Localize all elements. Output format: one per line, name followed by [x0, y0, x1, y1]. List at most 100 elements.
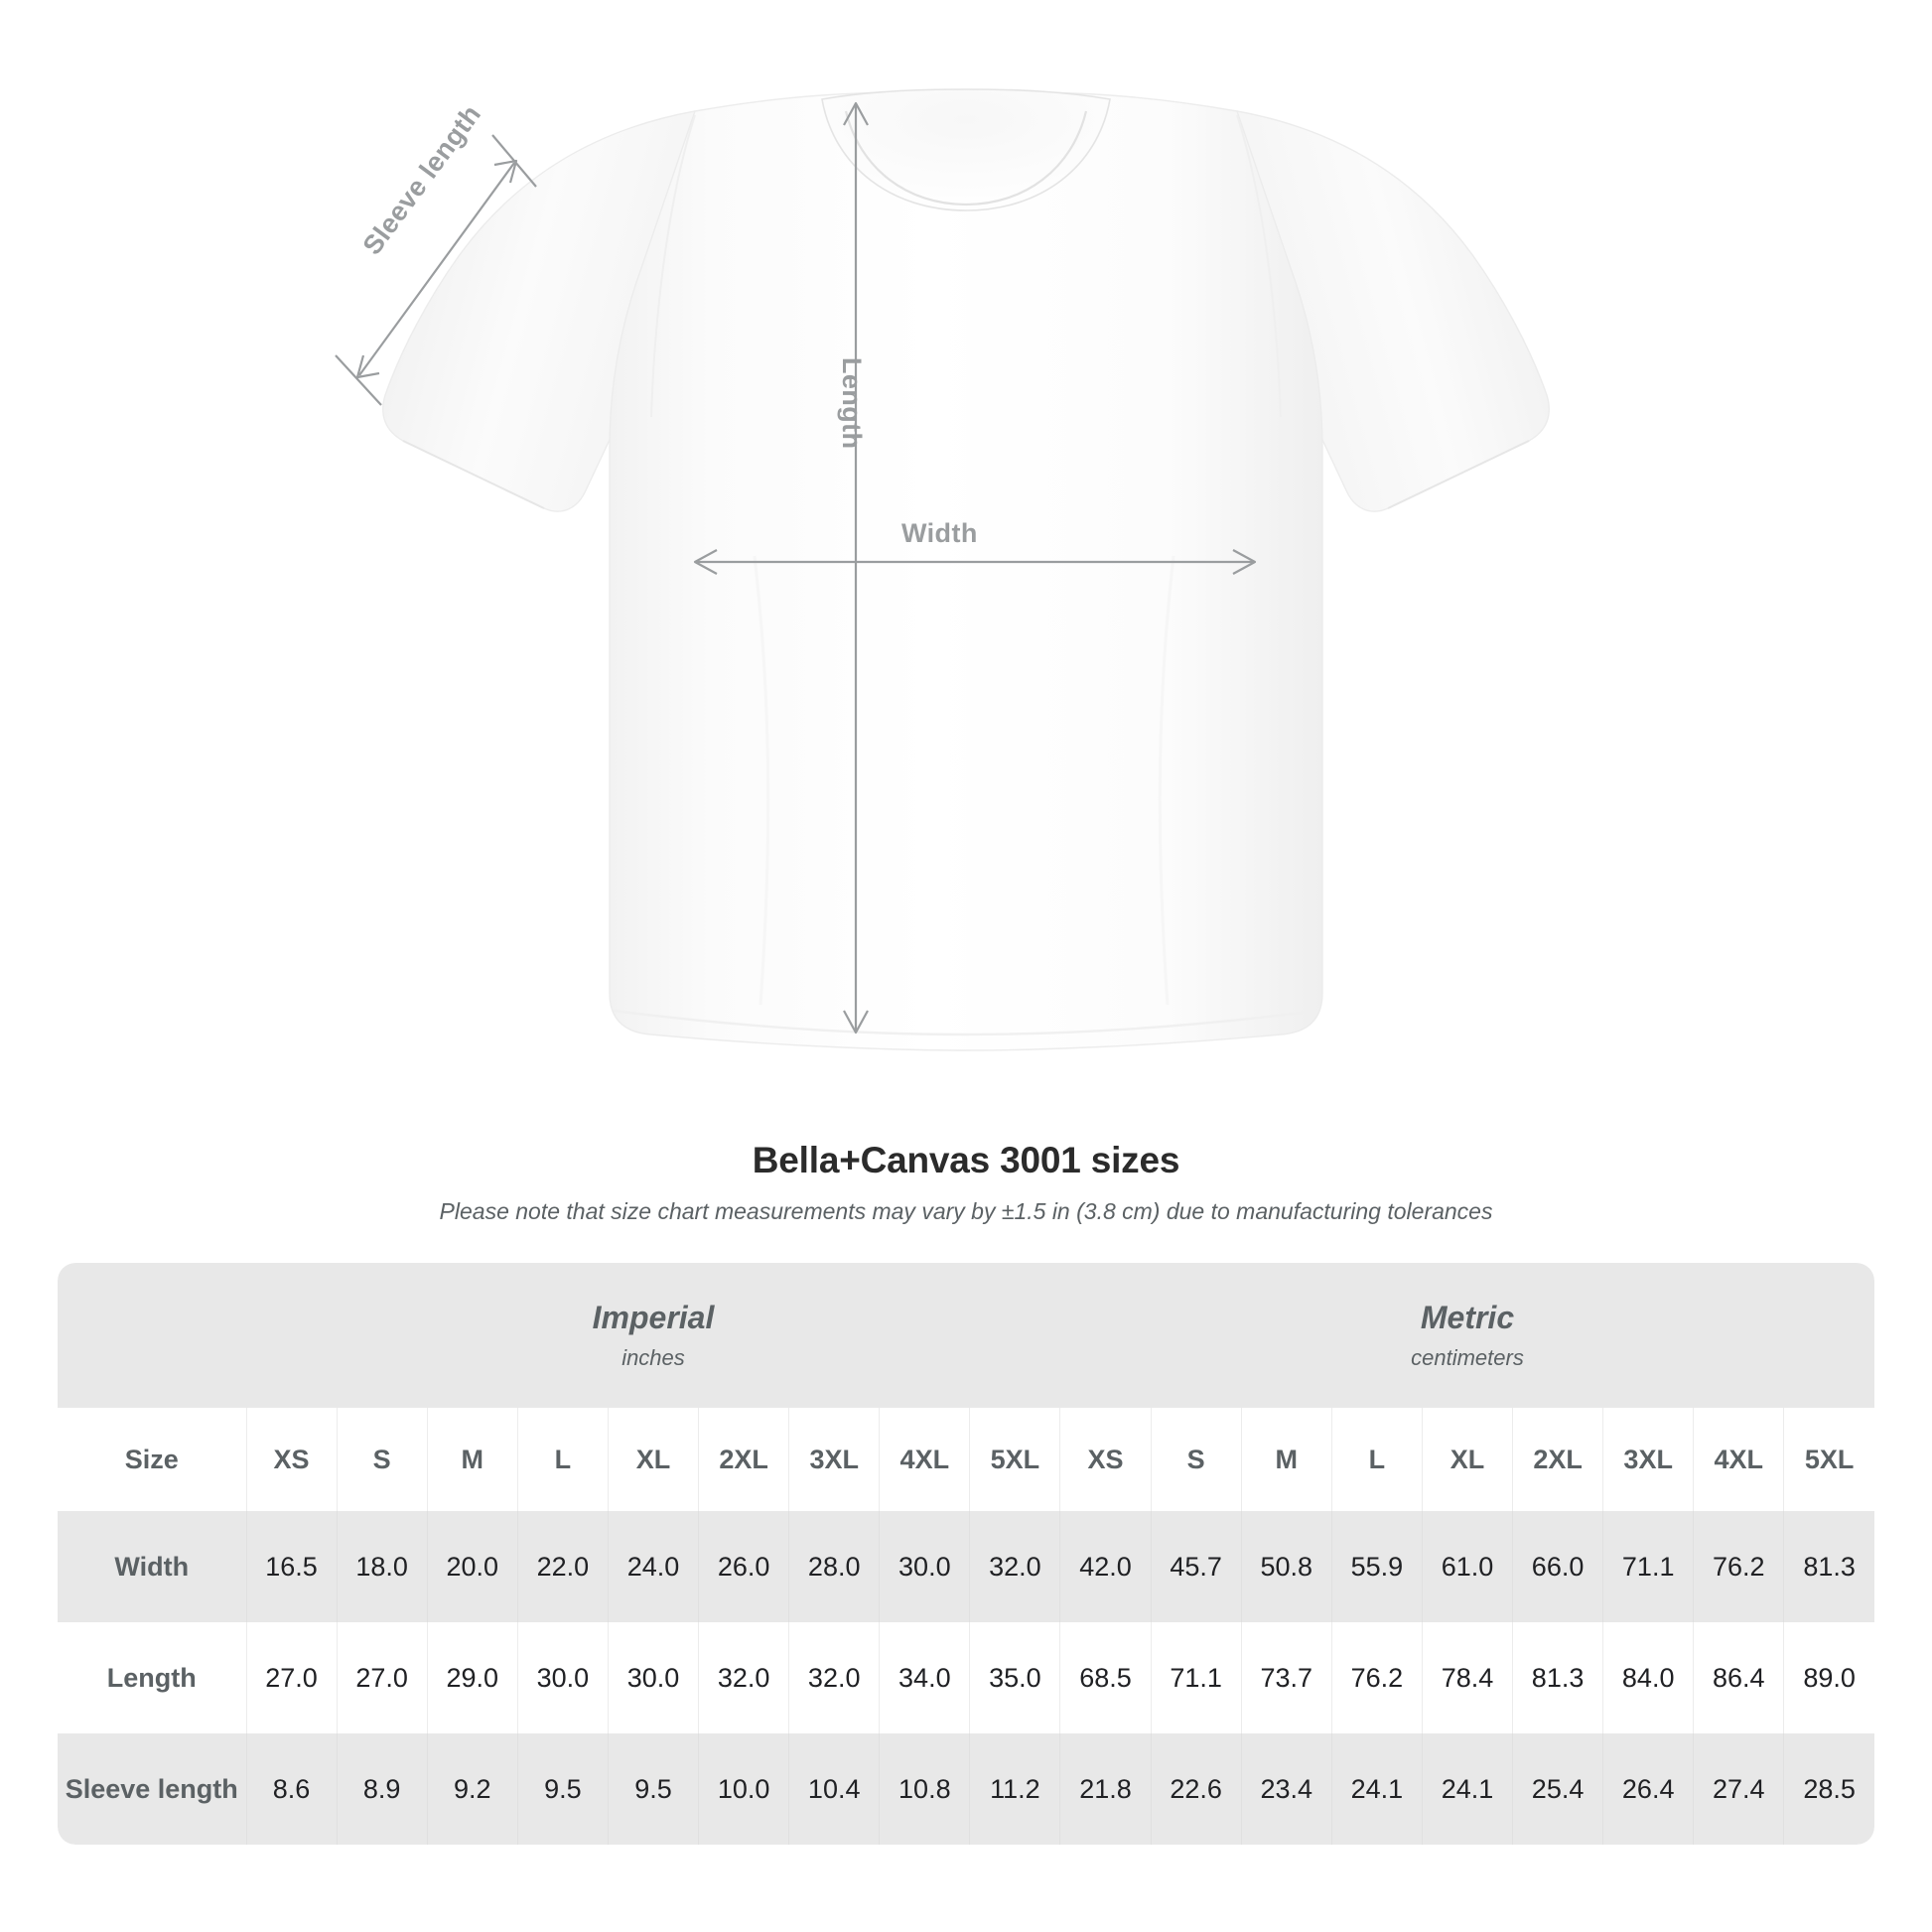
cell-width-metric-m: 50.8	[1240, 1511, 1332, 1622]
cell-sleeve-length-metric-s: 22.6	[1150, 1733, 1242, 1845]
tshirt-shape	[382, 88, 1550, 1051]
cell-width-imperial-l: 22.0	[516, 1511, 609, 1622]
cell-length-metric-s: 71.1	[1150, 1622, 1242, 1733]
size-header-m-metric: M	[1240, 1408, 1332, 1511]
cell-length-imperial-4xl: 34.0	[879, 1622, 970, 1733]
cell-width-metric-2xl: 66.0	[1512, 1511, 1603, 1622]
cell-length-metric-3xl: 84.0	[1602, 1622, 1694, 1733]
size-header-5xl-imperial: 5XL	[969, 1408, 1060, 1511]
cell-length-imperial-m: 29.0	[426, 1622, 518, 1733]
size-table-wrap: Imperial inches Metric centimeters Size XS S M L…	[0, 1263, 1932, 1845]
unit-name: Imperial	[592, 1300, 715, 1336]
cell-sleeve-length-metric-m: 23.4	[1240, 1733, 1332, 1845]
row-label-width: Width	[58, 1511, 246, 1622]
unit-name: Metric	[1420, 1300, 1515, 1336]
cell-length-metric-l: 76.2	[1330, 1622, 1423, 1733]
tshirt-illustration	[335, 88, 1550, 1051]
size-header-row: Size XS S M L XL 2XL 3XL 4XL 5XL XS S M L XL 2XL 3XL 4XL 5…	[58, 1408, 1874, 1511]
table-row: Sleeve length 8.6 8.9 9.2 9.5 9.5 10.0 10.4 10.8…	[58, 1733, 1874, 1845]
size-header-3xl-imperial: 3XL	[788, 1408, 880, 1511]
cell-sleeve-length-imperial-2xl: 10.0	[698, 1733, 789, 1845]
cell-width-imperial-5xl: 32.0	[969, 1511, 1060, 1622]
cell-length-imperial-2xl: 32.0	[698, 1622, 789, 1733]
page-title: Bella+Canvas 3001 sizes	[752, 1140, 1180, 1180]
cell-width-metric-s: 45.7	[1150, 1511, 1242, 1622]
cell-width-metric-l: 55.9	[1330, 1511, 1423, 1622]
tshirt-diagram: Sleeve length Length Width	[335, 88, 1550, 1051]
size-header-2xl-metric: 2XL	[1512, 1408, 1603, 1511]
cell-width-metric-4xl: 76.2	[1693, 1511, 1784, 1622]
cell-length-imperial-l: 30.0	[516, 1622, 609, 1733]
size-header-label: Size	[58, 1408, 246, 1511]
size-header-s-imperial: S	[336, 1408, 428, 1511]
sleeve-length-dimension	[335, 134, 537, 406]
cell-length-metric-xl: 78.4	[1421, 1622, 1513, 1733]
size-header-xs-imperial: XS	[245, 1408, 338, 1511]
cell-sleeve-length-imperial-3xl: 10.4	[788, 1733, 880, 1845]
cell-sleeve-length-imperial-s: 8.9	[336, 1733, 428, 1845]
width-dimension	[693, 549, 1257, 575]
cell-sleeve-length-imperial-m: 9.2	[426, 1733, 518, 1845]
cell-sleeve-length-metric-l: 24.1	[1330, 1733, 1423, 1845]
cell-width-imperial-xl: 24.0	[607, 1511, 699, 1622]
length-dimension	[843, 101, 869, 1035]
cell-sleeve-length-metric-xl: 24.1	[1421, 1733, 1513, 1845]
unit-header-spacer	[58, 1263, 246, 1408]
cell-width-imperial-4xl: 30.0	[879, 1511, 970, 1622]
unit-subtitle: centimeters	[1411, 1344, 1524, 1370]
size-header-m-imperial: M	[426, 1408, 518, 1511]
cell-width-imperial-m: 20.0	[426, 1511, 518, 1622]
unit-subtitle: inches	[621, 1344, 685, 1370]
size-header-4xl-metric: 4XL	[1693, 1408, 1784, 1511]
size-header-3xl-metric: 3XL	[1602, 1408, 1694, 1511]
row-label-length: Length	[58, 1622, 246, 1733]
cell-width-imperial-3xl: 28.0	[788, 1511, 880, 1622]
cell-sleeve-length-imperial-4xl: 10.8	[879, 1733, 970, 1845]
row-label-sleeve-length: Sleeve length	[58, 1733, 246, 1845]
cell-length-imperial-5xl: 35.0	[969, 1622, 1060, 1733]
unit-header-metric: Metric centimeters	[1059, 1263, 1874, 1408]
cell-width-imperial-xs: 16.5	[245, 1511, 338, 1622]
size-header-xs-metric: XS	[1059, 1408, 1152, 1511]
cell-sleeve-length-metric-4xl: 27.4	[1693, 1733, 1784, 1845]
cell-width-metric-xl: 61.0	[1421, 1511, 1513, 1622]
cell-sleeve-length-metric-3xl: 26.4	[1602, 1733, 1694, 1845]
tolerance-note: Please note that size chart measurements…	[439, 1198, 1493, 1224]
size-header-xl-imperial: XL	[607, 1408, 699, 1511]
cell-length-metric-2xl: 81.3	[1512, 1622, 1603, 1733]
cell-length-imperial-xs: 27.0	[245, 1622, 338, 1733]
cell-length-imperial-s: 27.0	[336, 1622, 428, 1733]
size-header-xl-metric: XL	[1421, 1408, 1513, 1511]
cell-sleeve-length-metric-xs: 21.8	[1059, 1733, 1152, 1845]
size-header-4xl-imperial: 4XL	[879, 1408, 970, 1511]
cell-sleeve-length-imperial-xs: 8.6	[245, 1733, 338, 1845]
cell-sleeve-length-metric-5xl: 28.5	[1783, 1733, 1874, 1845]
cell-width-imperial-2xl: 26.0	[698, 1511, 789, 1622]
cell-length-imperial-3xl: 32.0	[788, 1622, 880, 1733]
table-row: Width 16.5 18.0 20.0 22.0 24.0 26.0 28.0 30.0 32.…	[58, 1511, 1874, 1622]
cell-width-metric-xs: 42.0	[1059, 1511, 1152, 1622]
cell-sleeve-length-imperial-l: 9.5	[516, 1733, 609, 1845]
unit-header-imperial: Imperial inches	[246, 1263, 1060, 1408]
cell-width-metric-5xl: 81.3	[1783, 1511, 1874, 1622]
title-block: Bella+Canvas 3001 sizes Please note that…	[0, 1140, 1932, 1225]
cell-width-imperial-s: 18.0	[336, 1511, 428, 1622]
width-label: Width	[901, 518, 978, 548]
size-header-s-metric: S	[1150, 1408, 1242, 1511]
cell-length-imperial-xl: 30.0	[607, 1622, 699, 1733]
size-header-l-imperial: L	[516, 1408, 609, 1511]
cell-length-metric-4xl: 86.4	[1693, 1622, 1784, 1733]
cell-length-metric-5xl: 89.0	[1783, 1622, 1874, 1733]
size-header-2xl-imperial: 2XL	[698, 1408, 789, 1511]
length-label: Length	[837, 357, 867, 450]
cell-length-metric-xs: 68.5	[1059, 1622, 1152, 1733]
size-header-l-metric: L	[1330, 1408, 1423, 1511]
cell-sleeve-length-imperial-xl: 9.5	[607, 1733, 699, 1845]
size-table: Imperial inches Metric centimeters Size XS S M L…	[58, 1263, 1874, 1845]
cell-length-metric-m: 73.7	[1240, 1622, 1332, 1733]
table-row: Length 27.0 27.0 29.0 30.0 30.0 32.0 32.0 34.0 35…	[58, 1622, 1874, 1733]
unit-header-row: Imperial inches Metric centimeters	[58, 1263, 1874, 1408]
cell-sleeve-length-metric-2xl: 25.4	[1512, 1733, 1603, 1845]
cell-sleeve-length-imperial-5xl: 11.2	[969, 1733, 1060, 1845]
